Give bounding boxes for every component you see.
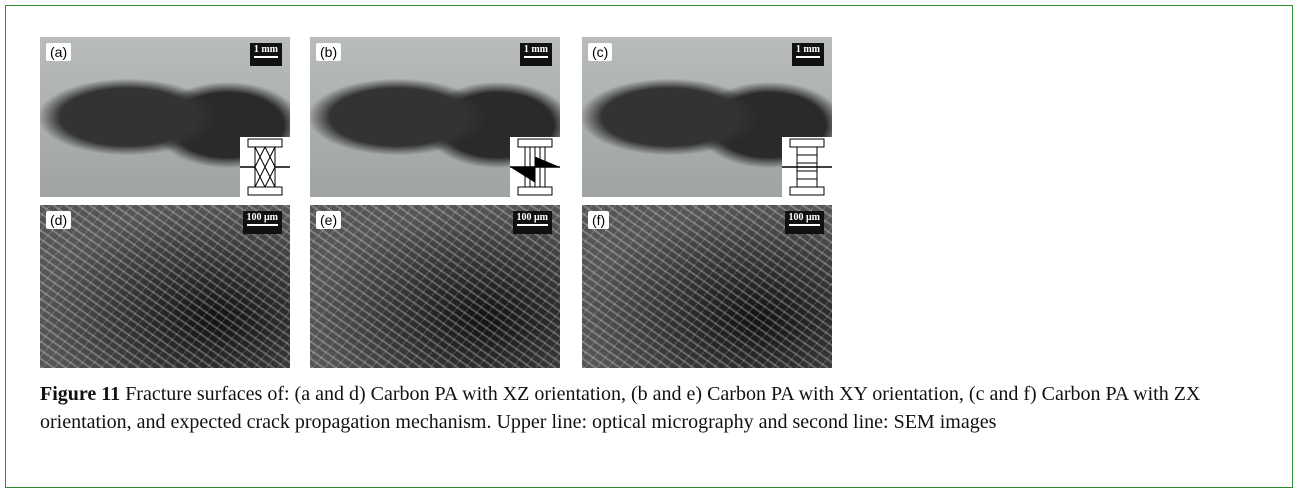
crack-schematic (510, 137, 560, 197)
optical-micrograph: (a) 1 mm (40, 37, 290, 197)
sem-image: (e) 100 μm (310, 205, 560, 368)
crack-schematic (240, 137, 290, 197)
panel-label: (c) (588, 43, 612, 61)
caption-text: Fracture surfaces of: (a and d) Carbon P… (40, 383, 1200, 433)
optical-micrograph: (c) 1 mm (582, 37, 832, 197)
page: Figure 11 Fracture surfaces of: (a and d… (0, 0, 1301, 494)
scale-bar: 100 μm (785, 211, 825, 234)
panel-label: (e) (316, 211, 341, 229)
sem-image: (d) 100 μm (40, 205, 290, 368)
scale-bar: 1 mm (250, 43, 282, 66)
scale-bar: 100 μm (243, 211, 283, 234)
scale-bar: 1 mm (792, 43, 824, 66)
panel-label: (f) (588, 211, 609, 229)
crack-schematic (782, 137, 832, 197)
figure-caption: Figure 11 Fracture surfaces of: (a and d… (40, 380, 1270, 436)
panel-label: (d) (46, 211, 71, 229)
optical-micrograph: (b) 1 mm (310, 37, 560, 197)
panel-label: (b) (316, 43, 341, 61)
scale-bar: 100 μm (513, 211, 553, 234)
sem-image: (f) 100 μm (582, 205, 832, 368)
scale-bar: 1 mm (520, 43, 552, 66)
panel-label: (a) (46, 43, 71, 61)
caption-label: Figure 11 (40, 383, 120, 405)
